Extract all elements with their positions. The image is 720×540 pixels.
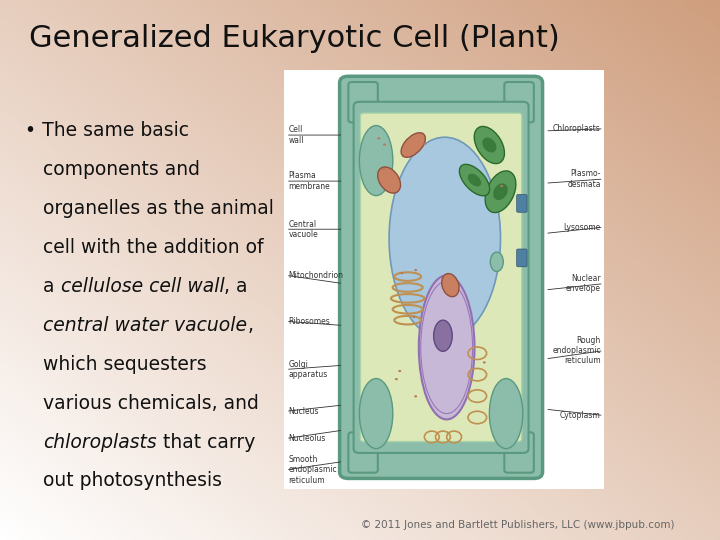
Text: central water vacuole: central water vacuole — [43, 316, 247, 335]
Circle shape — [383, 144, 386, 146]
Ellipse shape — [401, 133, 426, 157]
Text: that carry: that carry — [157, 433, 255, 451]
Text: cellulose cell wall: cellulose cell wall — [60, 277, 225, 296]
Ellipse shape — [485, 171, 516, 213]
Text: Cell
wall: Cell wall — [289, 125, 304, 145]
Circle shape — [398, 370, 401, 372]
Text: • The same basic: • The same basic — [25, 122, 189, 140]
Circle shape — [395, 378, 398, 380]
FancyBboxPatch shape — [340, 76, 543, 478]
Text: Smooth
endoplasmic
reticulum: Smooth endoplasmic reticulum — [289, 455, 337, 485]
FancyBboxPatch shape — [504, 82, 534, 123]
Circle shape — [400, 272, 403, 274]
Ellipse shape — [389, 137, 500, 340]
Text: , a: , a — [225, 277, 248, 296]
Circle shape — [423, 143, 426, 145]
Text: Mitochondrion: Mitochondrion — [289, 271, 343, 280]
Text: cell with the addition of: cell with the addition of — [25, 238, 264, 257]
FancyBboxPatch shape — [517, 194, 527, 212]
Circle shape — [414, 395, 417, 397]
Circle shape — [413, 316, 415, 318]
FancyBboxPatch shape — [348, 433, 378, 472]
Ellipse shape — [490, 252, 503, 272]
Ellipse shape — [474, 126, 505, 164]
Ellipse shape — [419, 275, 474, 420]
FancyBboxPatch shape — [284, 70, 604, 489]
Text: out photosynthesis: out photosynthesis — [25, 471, 222, 490]
Text: various chemicals, and: various chemicals, and — [25, 394, 259, 413]
Ellipse shape — [490, 379, 523, 449]
FancyBboxPatch shape — [517, 249, 527, 267]
Text: Ribosomes: Ribosomes — [289, 317, 330, 326]
Text: Nucleus: Nucleus — [289, 407, 319, 416]
Circle shape — [500, 185, 503, 187]
Circle shape — [414, 269, 417, 271]
Text: Chloroplasts: Chloroplasts — [553, 124, 601, 133]
Ellipse shape — [378, 167, 400, 193]
Text: Central
vacuole: Central vacuole — [289, 220, 318, 239]
Ellipse shape — [468, 174, 481, 186]
Text: components and: components and — [25, 160, 200, 179]
Ellipse shape — [359, 126, 393, 195]
Ellipse shape — [433, 320, 452, 352]
Ellipse shape — [441, 274, 459, 296]
Text: which sequesters: which sequesters — [25, 355, 207, 374]
Text: Golgi
apparatus: Golgi apparatus — [289, 360, 328, 379]
Text: Nucleolus: Nucleolus — [289, 434, 326, 443]
Circle shape — [377, 137, 380, 139]
Circle shape — [382, 168, 385, 170]
Text: a: a — [25, 277, 60, 296]
Text: ,: , — [247, 316, 253, 335]
Text: Lysosome: Lysosome — [564, 222, 601, 232]
Text: organelles as the animal: organelles as the animal — [25, 199, 274, 218]
Circle shape — [483, 361, 486, 363]
Ellipse shape — [482, 138, 496, 152]
Ellipse shape — [493, 184, 508, 200]
Text: Rough
endoplasmic
reticulum: Rough endoplasmic reticulum — [552, 336, 601, 366]
Ellipse shape — [359, 379, 393, 449]
FancyBboxPatch shape — [354, 102, 528, 453]
Text: chloroplasts: chloroplasts — [43, 433, 157, 451]
Text: Nuclear
envelope: Nuclear envelope — [566, 274, 601, 293]
Ellipse shape — [459, 164, 490, 196]
Text: Plasmo-
desmata: Plasmo- desmata — [567, 170, 601, 188]
Text: Generalized Eukaryotic Cell (Plant): Generalized Eukaryotic Cell (Plant) — [29, 24, 559, 53]
Text: Cytoplasm: Cytoplasm — [560, 411, 601, 420]
FancyBboxPatch shape — [361, 113, 522, 442]
Text: © 2011 Jones and Bartlett Publishers, LLC (www.jbpub.com): © 2011 Jones and Bartlett Publishers, LL… — [361, 520, 675, 530]
FancyBboxPatch shape — [504, 433, 534, 472]
Text: Plasma
membrane: Plasma membrane — [289, 171, 330, 191]
FancyBboxPatch shape — [348, 82, 378, 123]
